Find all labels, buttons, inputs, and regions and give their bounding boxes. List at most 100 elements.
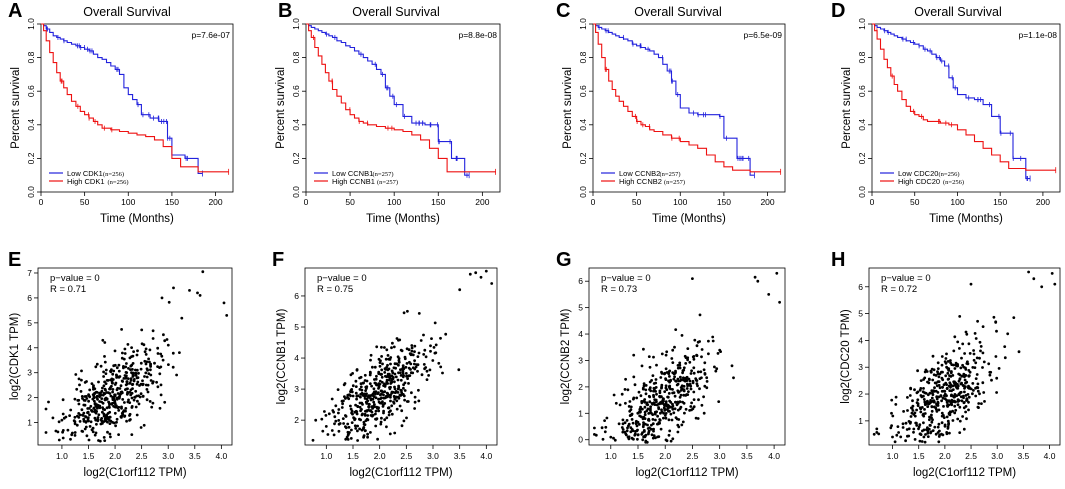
data-point	[130, 405, 134, 408]
data-point	[674, 400, 678, 404]
data-point	[643, 417, 647, 420]
data-point	[890, 411, 893, 415]
data-point	[132, 350, 136, 353]
data-point	[633, 383, 637, 387]
data-point	[675, 379, 678, 383]
data-point	[109, 386, 112, 390]
data-point	[77, 398, 81, 402]
data-point	[353, 410, 357, 414]
data-point	[657, 407, 661, 411]
data-point	[126, 391, 130, 395]
data-point	[372, 387, 376, 391]
data-point	[937, 422, 941, 426]
data-point	[117, 369, 121, 373]
y-axis-label: Percent survival	[562, 67, 574, 149]
data-point	[380, 375, 384, 379]
legend-count: (n=257)	[373, 171, 394, 178]
data-point	[958, 315, 962, 318]
y-tick-label: 0.6	[857, 85, 867, 97]
data-point	[650, 433, 654, 437]
data-point	[392, 400, 395, 404]
data-point	[93, 399, 96, 403]
data-point	[981, 351, 985, 355]
data-point	[138, 384, 141, 387]
y-tick-label: 0.0	[26, 186, 36, 198]
data-point	[673, 394, 677, 398]
data-point	[707, 352, 710, 356]
data-point	[389, 362, 392, 366]
data-point	[369, 371, 372, 375]
data-point	[663, 371, 667, 375]
data-point	[913, 438, 917, 441]
data-point	[385, 416, 389, 420]
data-point	[956, 386, 960, 390]
data-point	[966, 362, 970, 366]
data-point	[644, 422, 647, 426]
data-point	[69, 408, 73, 412]
data-point	[377, 406, 380, 410]
data-point	[924, 368, 928, 372]
data-point	[115, 417, 119, 421]
data-point	[342, 399, 345, 403]
data-point	[654, 378, 658, 381]
data-point	[926, 405, 930, 408]
data-point	[370, 414, 374, 418]
data-point	[967, 400, 970, 404]
data-point	[627, 422, 631, 426]
x-tick-label: 3.5	[454, 451, 466, 461]
data-point	[124, 407, 128, 410]
data-point	[158, 366, 161, 369]
data-point	[975, 373, 979, 376]
data-point	[937, 395, 941, 399]
data-point	[399, 348, 403, 352]
data-point	[716, 352, 720, 355]
data-point	[963, 386, 966, 390]
data-point	[906, 409, 909, 412]
data-point	[676, 400, 680, 404]
data-point	[377, 391, 380, 395]
data-point	[668, 399, 671, 403]
data-point	[400, 424, 404, 428]
data-point	[151, 337, 155, 340]
data-point	[613, 438, 617, 442]
y-tick-label: 0.2	[26, 152, 36, 164]
data-point	[632, 353, 636, 357]
data-point	[603, 419, 606, 422]
data-point	[945, 401, 949, 404]
data-point	[122, 377, 126, 380]
data-point	[149, 379, 153, 382]
data-point	[680, 387, 684, 390]
data-point	[395, 399, 399, 403]
data-point	[353, 424, 357, 428]
data-point	[359, 382, 363, 386]
data-point	[380, 416, 383, 420]
x-axis-label: Time (Months)	[929, 213, 1003, 225]
data-point	[638, 423, 641, 426]
data-point	[928, 401, 932, 405]
y-tick-label: 0.2	[578, 152, 588, 164]
data-point	[351, 394, 355, 398]
data-point	[98, 406, 102, 410]
y-tick-label: 0.4	[857, 119, 867, 131]
data-point	[396, 387, 400, 391]
data-point	[676, 423, 680, 427]
data-point	[668, 369, 672, 373]
data-point	[87, 419, 90, 423]
data-point	[129, 418, 132, 421]
data-point	[126, 367, 130, 370]
data-point	[356, 429, 359, 433]
data-point	[923, 440, 927, 444]
km-panel-d: D Overall Survival 0.0 0.2 0.4 0.6 0.8 1.0 0 50 10…	[831, 0, 1061, 225]
data-point	[103, 392, 107, 395]
data-point	[668, 380, 671, 384]
data-point	[600, 426, 604, 430]
data-point	[915, 408, 918, 412]
data-point	[51, 416, 55, 420]
data-point	[125, 362, 128, 365]
data-point	[894, 403, 898, 406]
data-point	[918, 388, 922, 392]
data-point	[474, 271, 478, 275]
r-value: R = 0.73	[601, 284, 637, 295]
data-point	[974, 386, 977, 390]
x-tick-label: 1.0	[887, 451, 899, 461]
